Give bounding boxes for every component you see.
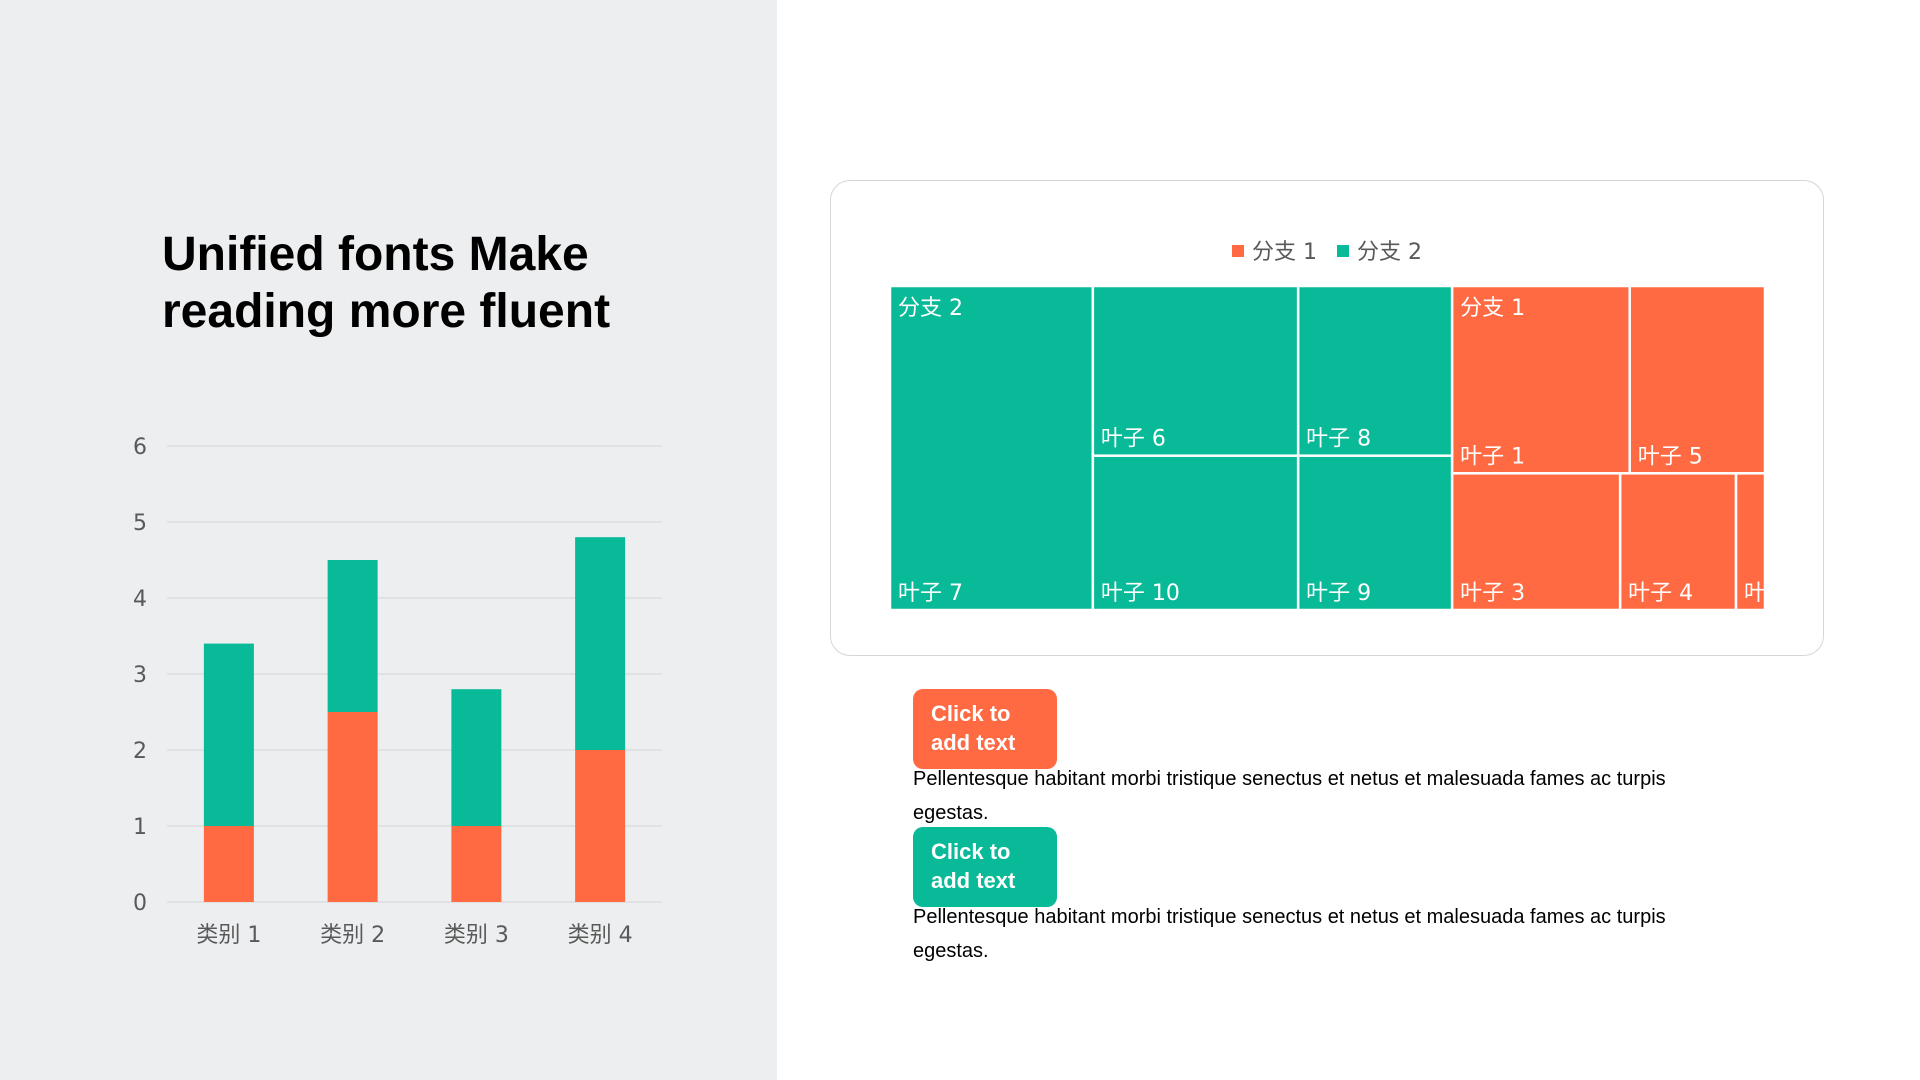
y-tick-label-5: 5 <box>133 511 147 536</box>
treemap-leaf-叶子1 <box>1450 284 1631 475</box>
treemap-leaf-叶子6 <box>1091 284 1300 457</box>
treemap-leaf-label-2-1: 叶子 1 <box>1460 444 1525 469</box>
y-tick-label-3: 3 <box>133 663 147 688</box>
slide-title: Unified fonts Make reading more fluent <box>162 228 611 338</box>
treemap-leaf-叶子3 <box>1450 472 1622 612</box>
description-text-2: Pellentesque habitant morbi tristique se… <box>913 906 1666 962</box>
click-to-add-text-button-2[interactable]: Click to add text <box>913 827 1057 907</box>
click-to-add-text-button-1[interactable]: Click to add text <box>913 689 1057 769</box>
treemap-leaf-叶子2 <box>1734 472 1767 612</box>
treemap-leaf-label-1-5: 叶子 9 <box>1306 581 1371 606</box>
bar-series1-cat2 <box>327 712 378 902</box>
treemap-leaf-叶子5 <box>1628 284 1767 475</box>
x-tick-label-0: 类别 1 <box>196 923 261 948</box>
treemap-leaf-label-1-4: 叶子 8 <box>1306 427 1371 452</box>
left-panel <box>0 0 777 1080</box>
treemap-leaf-label-1-1: 叶子 7 <box>898 581 963 606</box>
treemap-leaf-label-2-2: 叶子 5 <box>1638 444 1703 469</box>
treemap-leaf-label-2-4: 叶子 4 <box>1628 581 1693 606</box>
y-tick-label-6: 6 <box>133 435 147 460</box>
treemap-chart: 分支 1 分支 2 叶子 7 叶子 6 叶子 10 叶子 8 叶子 9 分支 2 叶子 1 叶子 … <box>888 240 1809 612</box>
bar-series1-cat3 <box>451 826 502 902</box>
y-tick-label-1: 1 <box>133 815 147 840</box>
y-tick-label-2: 2 <box>133 739 147 764</box>
legend-swatch-2 <box>1337 245 1349 257</box>
treemap-leaf-叶子4 <box>1618 472 1738 612</box>
bar-series1-cat1 <box>203 826 254 902</box>
bar-series2-cat4 <box>575 537 626 750</box>
legend-label-2: 分支 2 <box>1357 240 1422 265</box>
legend-label-1: 分支 1 <box>1252 240 1317 265</box>
bar-series1-cat4 <box>575 750 626 902</box>
treemap-leaf-叶子7 <box>888 284 1095 612</box>
x-tick-label-2: 类别 3 <box>444 923 509 948</box>
stacked-bar-chart: 0 1 2 3 4 5 6 类别 1 类别 2 类别 3 类别 4 <box>133 435 662 948</box>
treemap-leaf-label-2-3: 叶子 3 <box>1460 581 1525 606</box>
x-tick-label-3: 类别 4 <box>568 923 633 948</box>
description-text-1: Pellentesque habitant morbi tristique se… <box>913 768 1666 824</box>
x-tick-label-1: 类别 2 <box>320 923 385 948</box>
treemap-leaf-叶子9 <box>1296 454 1454 612</box>
treemap-leaf-叶子10 <box>1091 454 1300 612</box>
y-tick-label-4: 4 <box>133 587 147 612</box>
bar-series2-cat2 <box>327 560 378 712</box>
treemap-leaf-label-2-5: 叶子 2 <box>1744 581 1809 606</box>
treemap-leaf-叶子8 <box>1296 284 1454 457</box>
treemap-leaf-label-1-3: 叶子 10 <box>1101 581 1180 606</box>
bar-series2-cat3 <box>451 689 502 826</box>
y-tick-label-0: 0 <box>133 891 147 916</box>
treemap-leaf-label-1-2: 叶子 6 <box>1101 427 1166 452</box>
treemap-branch-label-2: 分支 1 <box>1460 296 1525 321</box>
legend-swatch-1 <box>1232 245 1244 257</box>
treemap-branch-label-1: 分支 2 <box>898 296 963 321</box>
bar-series2-cat1 <box>203 643 254 826</box>
